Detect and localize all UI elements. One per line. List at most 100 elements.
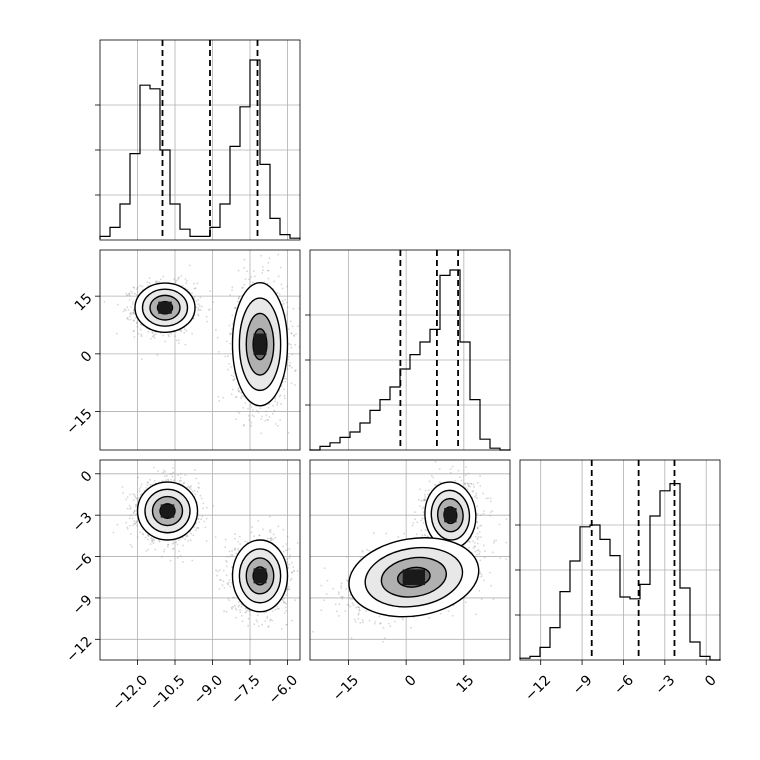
scatter-point (238, 535, 241, 538)
scatter-point (174, 335, 176, 337)
hist-panel-1 (305, 249, 511, 451)
scatter-point (194, 493, 197, 496)
scatter-point (261, 623, 263, 626)
scatter-point (222, 396, 225, 399)
scatter-point (146, 534, 149, 537)
scatter-point (292, 566, 295, 568)
scatter-point (288, 588, 290, 591)
scatter-point (241, 620, 244, 623)
scatter-point (136, 294, 138, 297)
scatter-point (236, 300, 239, 303)
scatter-point (197, 526, 199, 529)
density-peak-cell (158, 301, 172, 314)
scatter-point (287, 328, 290, 331)
scatter-point (294, 370, 296, 373)
scatter-point (229, 294, 232, 297)
scatter-point (201, 515, 204, 518)
scatter-point (260, 418, 262, 420)
scatter-point (288, 563, 291, 566)
scatter-point (132, 312, 135, 315)
scatter-point (146, 538, 149, 541)
scatter-point (276, 403, 279, 406)
scatter-point (162, 480, 164, 482)
scatter-point (180, 330, 183, 333)
scatter-point (235, 307, 237, 309)
scatter-point (136, 321, 138, 324)
scatter-point (188, 487, 191, 489)
scatter-point (178, 480, 181, 482)
scatter-point (162, 471, 164, 474)
scatter-point (243, 258, 246, 261)
histogram-series (309, 269, 511, 451)
scatter-point (205, 517, 208, 520)
scatter-point (173, 541, 175, 544)
scatter-point (230, 374, 233, 377)
scatter-point (267, 419, 269, 421)
scatter-point (261, 272, 264, 274)
scatter-point (218, 400, 221, 402)
scatter-point (250, 276, 253, 278)
scatter-point (135, 524, 138, 527)
scatter-point (247, 407, 249, 410)
scatter-point (127, 309, 130, 311)
scatter-point (129, 493, 131, 496)
scatter-point (136, 520, 139, 522)
scatter-point (147, 481, 150, 484)
scatter-point (277, 253, 280, 256)
scatter-point (246, 270, 249, 273)
scatter-point (214, 536, 217, 538)
scatter-point (145, 487, 148, 489)
scatter-point (138, 490, 141, 493)
scatter-point (219, 579, 221, 581)
scatter-point (291, 353, 294, 356)
scatter-point (148, 282, 151, 284)
scatter-point (251, 526, 254, 529)
scatter-point (256, 409, 258, 412)
scatter-point (175, 541, 178, 544)
scatter-point (283, 394, 286, 397)
scatter-point (267, 269, 270, 272)
scatter-point (189, 486, 192, 489)
scatter-point (291, 571, 293, 574)
scatter-point (235, 396, 238, 399)
scatter-point (238, 412, 241, 415)
scatter-point (190, 485, 192, 488)
scatter-point (132, 330, 135, 333)
scatter-point (224, 355, 227, 358)
scatter-point (129, 525, 131, 527)
scatter-point (197, 482, 200, 484)
scatter-point (184, 343, 187, 346)
scatter-point (175, 339, 178, 342)
scatter-point (183, 481, 186, 484)
scatter-point (140, 483, 143, 486)
scatter-point (250, 424, 252, 427)
scatter-point (180, 329, 182, 332)
scatter-point (186, 279, 188, 282)
scatter-point (282, 601, 285, 604)
scatter-point (243, 266, 246, 269)
scatter-point (134, 292, 136, 295)
scatter-point (274, 608, 277, 611)
scatter-point (197, 307, 200, 310)
scatter-point (281, 628, 283, 630)
scatter-point (139, 494, 142, 496)
hist-panel-0 (95, 39, 301, 241)
scatter-point (237, 387, 240, 390)
scatter-point (283, 397, 286, 400)
scatter-point (243, 283, 246, 286)
scatter-point (140, 358, 143, 361)
scatter-point (151, 332, 154, 334)
scatter-point (232, 379, 234, 381)
scatter-point (280, 385, 283, 387)
scatter-point (132, 499, 135, 502)
scatter-point (141, 532, 144, 535)
scatter-point (139, 531, 142, 534)
scatter-point (117, 303, 119, 306)
scatter-point (269, 537, 272, 540)
scatter-point (126, 306, 129, 309)
scatter-point (288, 343, 291, 345)
scatter-point (179, 477, 182, 479)
scatter-point (289, 362, 292, 364)
scatter-point (245, 610, 248, 613)
scatter-point (243, 424, 245, 427)
